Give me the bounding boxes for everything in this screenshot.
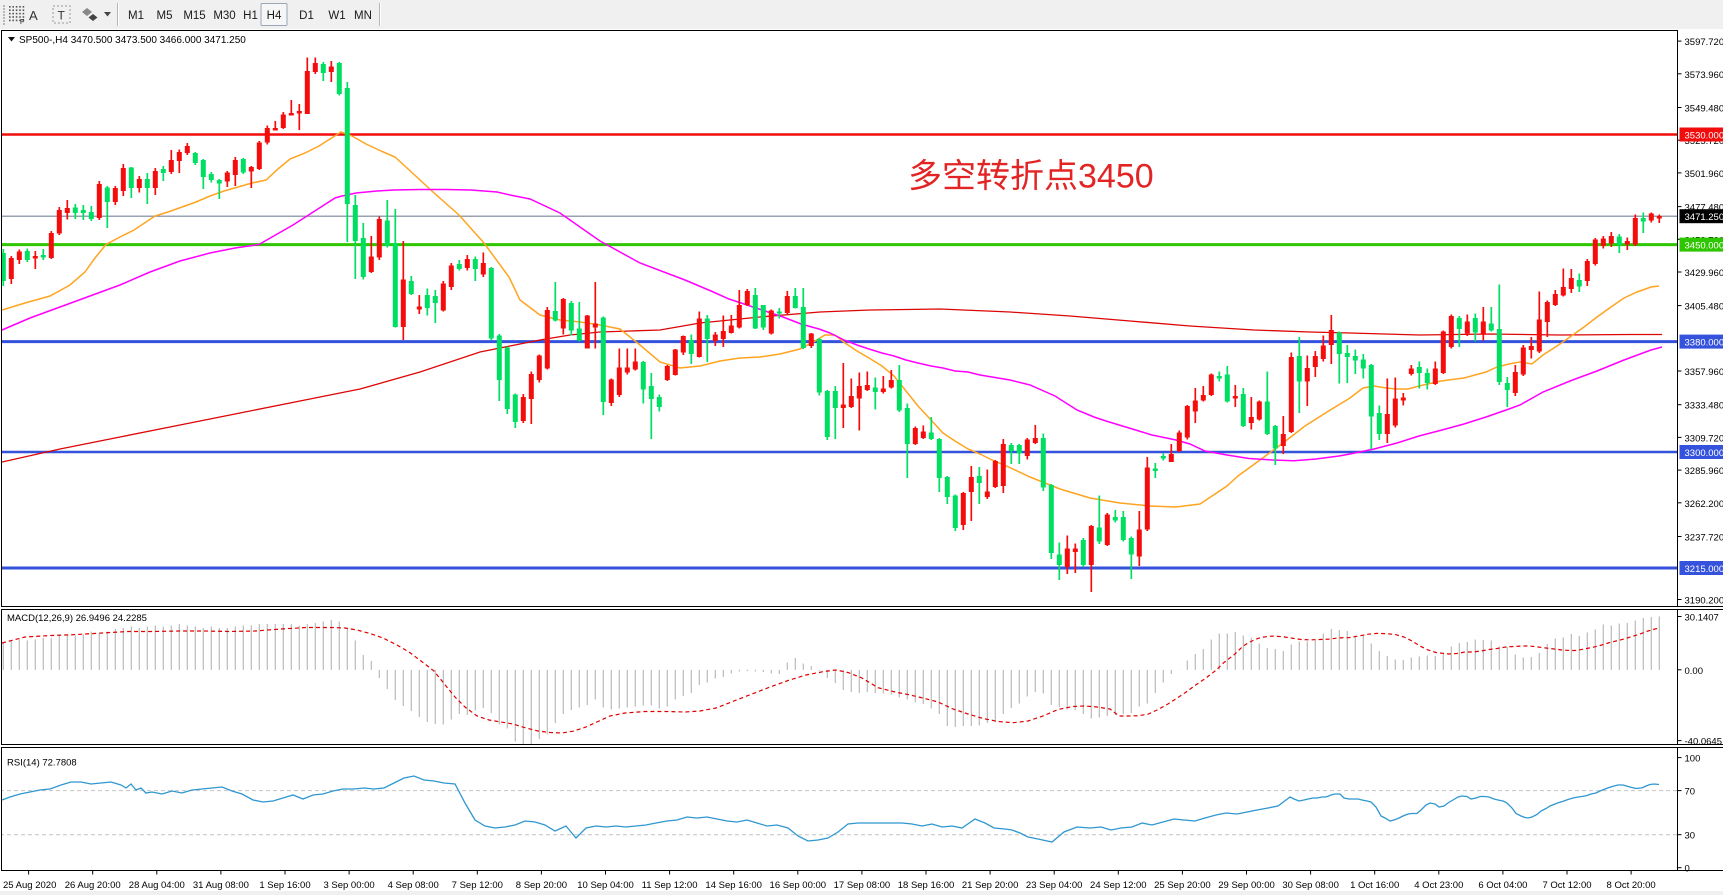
svg-text:3262.200: 3262.200 [1685, 499, 1723, 510]
svg-text:MN: MN [354, 10, 372, 22]
svg-text:MACD(12,26,9) 26.9496 24.2285: MACD(12,26,9) 26.9496 24.2285 [7, 613, 147, 624]
svg-text:24 Sep 12:00: 24 Sep 12:00 [1090, 880, 1147, 891]
svg-text:M30: M30 [213, 10, 235, 22]
svg-text:3309.720: 3309.720 [1685, 433, 1723, 444]
svg-text:16 Sep 00:00: 16 Sep 00:00 [770, 880, 827, 891]
svg-text:3501.960: 3501.960 [1685, 169, 1723, 180]
svg-text:3285.960: 3285.960 [1685, 466, 1723, 477]
svg-text:D1: D1 [299, 10, 314, 22]
svg-text:4 Oct 23:00: 4 Oct 23:00 [1414, 880, 1463, 891]
svg-text:7 Oct 12:00: 7 Oct 12:00 [1542, 880, 1591, 891]
svg-text:30 Sep 08:00: 30 Sep 08:00 [1282, 880, 1339, 891]
svg-text:3333.480: 3333.480 [1685, 401, 1723, 412]
svg-text:H1: H1 [243, 10, 258, 22]
svg-text:3471.250: 3471.250 [1685, 212, 1723, 223]
svg-text:8 Oct 20:00: 8 Oct 20:00 [1607, 880, 1656, 891]
svg-text:100: 100 [1685, 754, 1701, 765]
svg-text:30: 30 [1685, 831, 1696, 842]
svg-text:21 Sep 20:00: 21 Sep 20:00 [962, 880, 1019, 891]
svg-text:11 Sep 12:00: 11 Sep 12:00 [642, 880, 698, 891]
svg-text:T: T [58, 9, 66, 23]
svg-text:23 Sep 04:00: 23 Sep 04:00 [1026, 880, 1083, 891]
svg-text:3573.960: 3573.960 [1685, 70, 1723, 81]
svg-text:3450.000: 3450.000 [1685, 241, 1723, 252]
svg-text:A: A [29, 8, 38, 23]
svg-text:7 Sep 12:00: 7 Sep 12:00 [452, 880, 503, 891]
svg-text:18 Sep 16:00: 18 Sep 16:00 [898, 880, 955, 891]
svg-text:30.1407: 30.1407 [1685, 613, 1719, 624]
svg-text:0: 0 [1685, 864, 1690, 875]
svg-text:M1: M1 [128, 10, 144, 22]
svg-text:28 Aug 04:00: 28 Aug 04:00 [129, 880, 185, 891]
svg-text:3237.720: 3237.720 [1685, 533, 1723, 544]
svg-text:1 Oct 16:00: 1 Oct 16:00 [1350, 880, 1399, 891]
svg-text:3429.960: 3429.960 [1685, 268, 1723, 279]
svg-text:M5: M5 [157, 10, 173, 22]
svg-text:25 Aug 2020: 25 Aug 2020 [3, 880, 56, 891]
svg-text:3300.000: 3300.000 [1685, 448, 1723, 459]
svg-text:3597.720: 3597.720 [1685, 37, 1723, 48]
svg-text:W1: W1 [328, 10, 345, 22]
svg-text:3530.000: 3530.000 [1685, 131, 1723, 142]
svg-text:3380.000: 3380.000 [1685, 338, 1723, 349]
svg-text:3477.480: 3477.480 [1685, 203, 1723, 214]
svg-text:31 Aug 08:00: 31 Aug 08:00 [193, 880, 249, 891]
svg-text:8 Sep 20:00: 8 Sep 20:00 [516, 880, 567, 891]
svg-text:0.00: 0.00 [1685, 666, 1704, 677]
svg-text:3405.480: 3405.480 [1685, 302, 1723, 313]
svg-text:4 Sep 08:00: 4 Sep 08:00 [388, 880, 439, 891]
svg-text:14 Sep 16:00: 14 Sep 16:00 [705, 880, 762, 891]
svg-text:10 Sep 04:00: 10 Sep 04:00 [577, 880, 634, 891]
svg-text:3357.960: 3357.960 [1685, 367, 1723, 378]
svg-text:H4: H4 [267, 10, 282, 22]
svg-text:25 Sep 20:00: 25 Sep 20:00 [1154, 880, 1211, 891]
svg-text:3450: 3450 [1078, 158, 1154, 196]
svg-text:-40.0645: -40.0645 [1685, 737, 1723, 748]
svg-text:1 Sep 16:00: 1 Sep 16:00 [259, 880, 310, 891]
svg-text:26 Aug 20:00: 26 Aug 20:00 [65, 880, 121, 891]
svg-text:RSI(14) 72.7808: RSI(14) 72.7808 [7, 758, 77, 769]
svg-text:3190.200: 3190.200 [1685, 596, 1723, 607]
svg-text:70: 70 [1685, 787, 1696, 798]
svg-text:F: F [20, 19, 24, 26]
svg-text:6 Oct 04:00: 6 Oct 04:00 [1478, 880, 1527, 891]
svg-text:SP500-,H4 3470.500 3473.500 3: SP500-,H4 3470.500 3473.500 3466.000 347… [19, 35, 246, 46]
svg-text:3549.480: 3549.480 [1685, 104, 1723, 115]
svg-text:29 Sep 00:00: 29 Sep 00:00 [1218, 880, 1275, 891]
svg-text:3525.720: 3525.720 [1685, 136, 1723, 147]
svg-text:3215.000: 3215.000 [1685, 564, 1723, 575]
svg-text:M15: M15 [183, 10, 205, 22]
svg-text:3 Sep 00:00: 3 Sep 00:00 [323, 880, 374, 891]
svg-text:17 Sep 08:00: 17 Sep 08:00 [834, 880, 891, 891]
